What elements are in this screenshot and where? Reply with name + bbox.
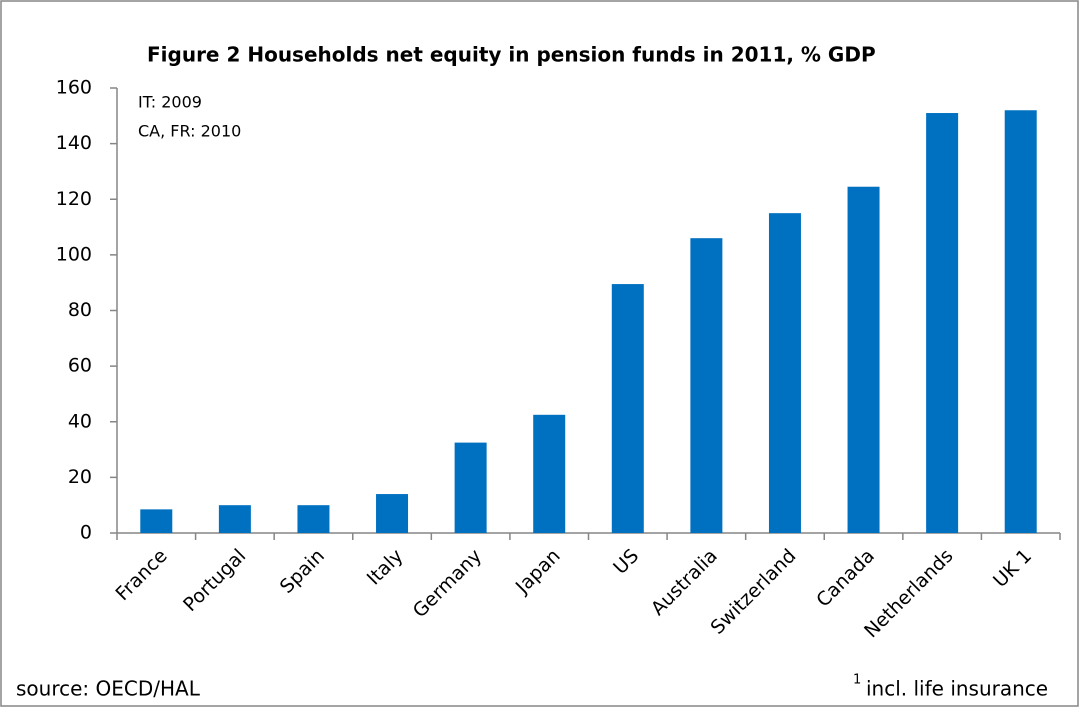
annotation: CA, FR: 2010 [138, 122, 241, 141]
y-tick-label: 100 [56, 243, 92, 265]
y-tick-label: 60 [68, 355, 92, 377]
y-tick-label: 0 [80, 522, 92, 544]
bar [926, 113, 959, 533]
footnote: incl. life insurance [866, 677, 1048, 701]
bar [376, 494, 409, 533]
bar [297, 505, 330, 533]
chart-title: Figure 2 Households net equity in pensio… [147, 43, 876, 67]
y-tick-label: 20 [68, 466, 92, 488]
bar [690, 238, 723, 533]
bar [611, 284, 644, 533]
bar [1004, 110, 1037, 533]
y-tick-label: 160 [56, 77, 92, 99]
bar [533, 414, 566, 533]
footnote-marker: 1 [853, 673, 861, 688]
bar [218, 505, 251, 533]
bar [768, 213, 801, 533]
y-tick-label: 40 [68, 410, 92, 432]
bar [454, 442, 487, 533]
bar [140, 509, 173, 533]
source-note: source: OECD/HAL [16, 677, 201, 701]
y-tick-label: 120 [56, 188, 92, 210]
y-tick-label: 140 [56, 132, 92, 154]
bar [847, 186, 880, 533]
annotation: IT: 2009 [138, 93, 202, 112]
y-tick-label: 80 [68, 299, 92, 321]
